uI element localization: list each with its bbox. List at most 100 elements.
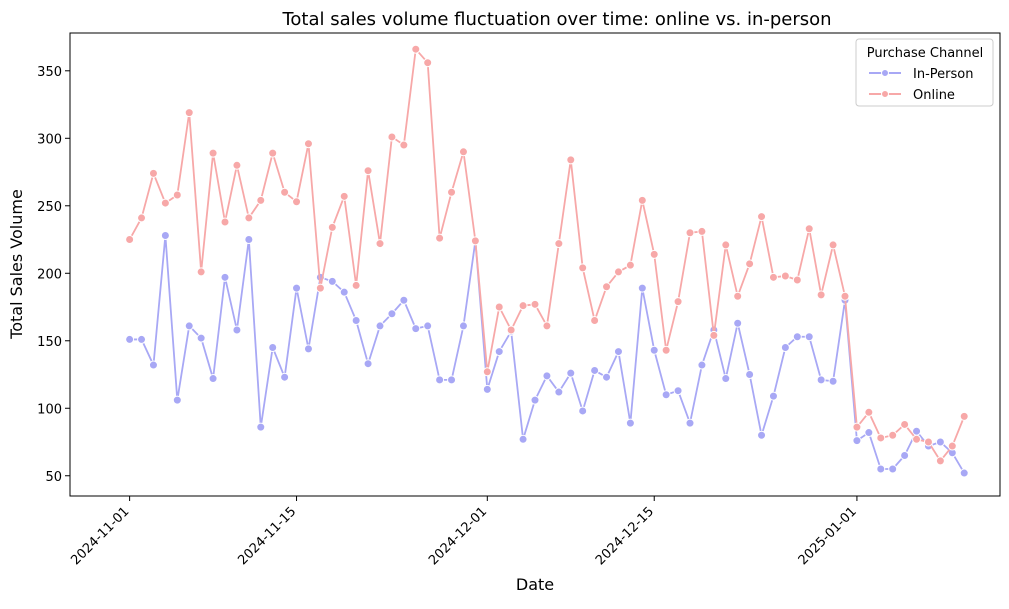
data-point-online — [709, 330, 719, 340]
data-point-in-person — [196, 333, 206, 343]
data-point-online — [363, 166, 373, 176]
data-point-online — [137, 213, 147, 223]
data-point-in-person — [828, 376, 838, 386]
x-tick-label: 2024-12-01 — [426, 504, 490, 568]
data-point-online — [768, 272, 778, 282]
data-point-in-person — [888, 464, 898, 474]
data-point-online — [816, 290, 826, 300]
data-point-in-person — [935, 437, 945, 447]
data-point-online — [399, 140, 409, 150]
data-point-in-person — [864, 428, 874, 438]
legend-title: Purchase Channel — [867, 46, 984, 61]
data-point-online — [232, 160, 242, 170]
data-point-online — [792, 275, 802, 285]
y-tick-label: 50 — [45, 470, 62, 485]
data-point-online — [566, 155, 576, 165]
data-point-in-person — [792, 332, 802, 342]
data-point-in-person — [661, 390, 671, 400]
data-point-in-person — [244, 235, 254, 245]
data-point-online — [125, 235, 135, 245]
x-axis: 2024-11-01 2024-11-15 2024-12-01 2024-12-15… — [68, 496, 860, 568]
data-point-online — [303, 139, 313, 149]
data-point-online — [506, 325, 516, 335]
data-point-in-person — [363, 359, 373, 369]
data-point-in-person — [411, 324, 421, 334]
data-point-online — [423, 58, 433, 68]
y-tick-label: 150 — [37, 335, 62, 350]
x-tick-label: 2024-12-15 — [593, 504, 657, 568]
data-point-in-person — [220, 272, 230, 282]
data-point-online — [184, 108, 194, 118]
x-tick-label: 2024-11-15 — [235, 504, 299, 568]
data-point-online — [256, 195, 266, 205]
data-point-online — [351, 280, 361, 290]
y-tick-label: 250 — [37, 200, 62, 215]
data-point-online — [172, 190, 182, 200]
data-point-online — [578, 263, 588, 273]
data-point-online — [947, 441, 957, 451]
data-point-in-person — [852, 436, 862, 446]
data-point-in-person — [900, 451, 910, 460]
data-point-in-person — [530, 395, 540, 405]
data-point-in-person — [125, 334, 135, 344]
data-point-in-person — [780, 343, 790, 353]
data-point-in-person — [590, 365, 600, 375]
data-point-online — [864, 407, 874, 417]
data-point-in-person — [303, 344, 313, 354]
data-point-in-person — [649, 345, 659, 355]
data-point-online — [625, 260, 635, 270]
x-axis-label: Date — [516, 575, 554, 594]
data-point-online — [280, 187, 290, 197]
data-point-online — [530, 299, 540, 309]
data-point-in-person — [602, 372, 612, 382]
legend-box — [855, 38, 994, 107]
legend: Purchase Channel In-Person Online — [855, 38, 994, 107]
data-point-online — [411, 44, 421, 54]
data-point-online — [697, 226, 707, 236]
legend-marker-online — [881, 90, 889, 98]
data-point-online — [208, 148, 218, 158]
series-layer — [125, 44, 969, 478]
data-point-online — [840, 291, 850, 301]
data-point-in-person — [816, 375, 826, 385]
data-point-in-person — [745, 370, 755, 380]
data-point-online — [375, 239, 385, 249]
data-point-online — [315, 283, 325, 293]
data-point-online — [602, 282, 612, 292]
data-point-online — [661, 345, 671, 355]
data-point-online — [542, 321, 552, 331]
y-axis-label: Total Sales Volume — [7, 189, 26, 340]
data-point-in-person — [280, 372, 290, 382]
data-point-in-person — [685, 418, 695, 428]
data-point-in-person — [292, 283, 302, 293]
y-tick-label: 100 — [37, 402, 62, 417]
data-point-in-person — [268, 343, 278, 353]
data-point-online — [470, 236, 480, 246]
data-point-online — [160, 198, 170, 208]
data-point-online — [435, 233, 445, 243]
data-point-in-person — [912, 426, 922, 436]
y-tick-label: 200 — [37, 267, 62, 282]
data-point-in-person — [876, 464, 886, 474]
data-point-in-person — [804, 332, 814, 342]
data-point-online — [518, 301, 528, 311]
data-point-in-person — [959, 468, 969, 478]
x-tick-label: 2024-11-01 — [68, 504, 132, 568]
chart-title: Total sales volume fluctuation over time… — [281, 9, 831, 30]
data-point-online — [780, 271, 790, 281]
data-point-online — [745, 259, 755, 269]
data-point-in-person — [172, 395, 182, 405]
data-point-online — [327, 222, 337, 232]
data-point-online — [649, 249, 659, 259]
data-point-in-person — [613, 347, 623, 357]
data-point-online — [721, 240, 731, 250]
data-point-in-person — [399, 295, 409, 305]
plot-area — [69, 32, 1001, 497]
data-point-in-person — [768, 391, 778, 401]
data-point-online — [196, 267, 206, 277]
data-point-online — [757, 212, 767, 222]
data-point-in-person — [518, 434, 528, 444]
series-line-online — [128, 48, 966, 462]
data-point-online — [912, 434, 922, 444]
